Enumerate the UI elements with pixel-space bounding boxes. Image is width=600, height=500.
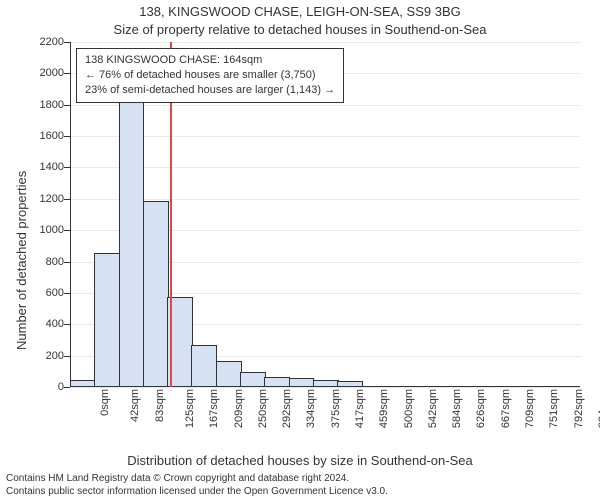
info-line-2: ← 76% of detached houses are smaller (3,… <box>85 68 335 83</box>
y-tick-label: 2200 <box>40 36 64 48</box>
x-tick-label: 209sqm <box>233 389 245 428</box>
chart-title: 138, KINGSWOOD CHASE, LEIGH-ON-SEA, SS9 … <box>0 4 600 19</box>
y-tick-label: 1600 <box>40 130 64 142</box>
y-tick-label: 1800 <box>40 99 64 111</box>
x-tick-label: 500sqm <box>403 389 415 428</box>
x-tick-label: 0sqm <box>99 389 111 416</box>
histogram-bar <box>240 372 266 387</box>
gridline <box>70 42 580 43</box>
y-tick <box>64 387 70 388</box>
x-tick-label: 542sqm <box>427 389 439 428</box>
x-tick-label: 792sqm <box>573 389 585 428</box>
info-line-3: 23% of semi-detached houses are larger (… <box>85 83 335 98</box>
x-tick-label: 42sqm <box>129 389 141 422</box>
chart-container: 138, KINGSWOOD CHASE, LEIGH-ON-SEA, SS9 … <box>0 0 600 500</box>
x-tick-label: 334sqm <box>306 389 318 428</box>
gridline <box>70 199 580 200</box>
y-tick-label: 400 <box>46 318 64 330</box>
x-tick-label: 709sqm <box>524 389 536 428</box>
footer-line-2: Contains public sector information licen… <box>6 486 388 499</box>
footer-line-1: Contains HM Land Registry data © Crown c… <box>6 473 388 486</box>
x-tick-label: 375sqm <box>330 389 342 428</box>
x-tick-label: 459sqm <box>378 389 390 428</box>
x-tick-label: 667sqm <box>500 389 512 428</box>
histogram-bar <box>94 253 120 387</box>
x-tick-label: 250sqm <box>257 389 269 428</box>
histogram-bar <box>119 93 145 387</box>
x-tick-label: 292sqm <box>281 389 293 428</box>
y-tick-label: 1000 <box>40 224 64 236</box>
chart-subtitle: Size of property relative to detached ho… <box>0 22 600 37</box>
y-tick-label: 2000 <box>40 67 64 79</box>
y-axis-label: Number of detached properties <box>14 171 29 350</box>
histogram-bar <box>191 345 217 387</box>
gridline <box>70 167 580 168</box>
x-tick-label: 125sqm <box>184 389 196 428</box>
x-axis-label: Distribution of detached houses by size … <box>0 453 600 468</box>
gridline <box>70 136 580 137</box>
footer: Contains HM Land Registry data © Crown c… <box>6 473 388 498</box>
y-tick-label: 1200 <box>40 193 64 205</box>
x-tick-label: 751sqm <box>548 389 560 428</box>
y-tick-label: 600 <box>46 287 64 299</box>
x-axis-line <box>70 386 580 387</box>
info-line-1: 138 KINGSWOOD CHASE: 164sqm <box>85 53 335 68</box>
x-tick-label: 584sqm <box>451 389 463 428</box>
y-tick-label: 1400 <box>40 161 64 173</box>
y-axis-line <box>70 42 71 387</box>
info-box: 138 KINGSWOOD CHASE: 164sqm← 76% of deta… <box>76 48 344 103</box>
x-tick-label: 626sqm <box>476 389 488 428</box>
histogram-bar <box>143 201 169 387</box>
y-tick-label: 0 <box>58 381 64 393</box>
y-tick-label: 800 <box>46 256 64 268</box>
x-tick-label: 167sqm <box>208 389 220 428</box>
histogram-bar <box>216 361 242 387</box>
plot-area: 0200400600800100012001400160018002000220… <box>70 42 580 387</box>
gridline <box>70 387 580 388</box>
gridline <box>70 105 580 106</box>
y-tick-label: 200 <box>46 350 64 362</box>
x-tick-label: 417sqm <box>354 389 366 428</box>
x-tick-label: 83sqm <box>154 389 166 422</box>
